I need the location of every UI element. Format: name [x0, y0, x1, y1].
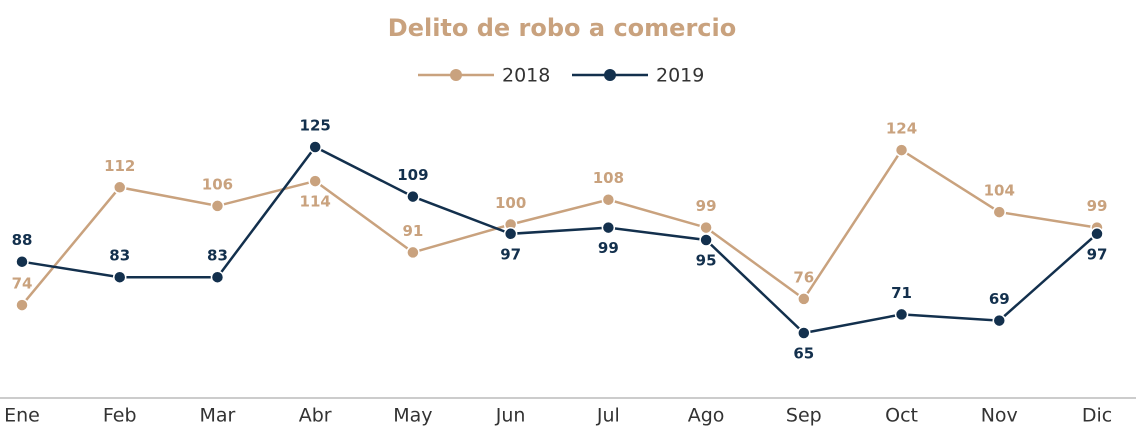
- series-line: [21, 145, 1098, 335]
- data-label: 76: [793, 268, 814, 286]
- data-point: [15, 254, 29, 269]
- data-point: [894, 143, 909, 157]
- x-tick-label: Dic: [1082, 405, 1112, 427]
- data-label: 100: [495, 194, 526, 212]
- data-label: 83: [109, 247, 130, 265]
- data-label: 83: [207, 247, 228, 265]
- data-point: [112, 180, 127, 195]
- data-label: 108: [593, 169, 624, 187]
- x-tick-label: Feb: [103, 405, 137, 427]
- data-label: 71: [891, 284, 912, 302]
- data-point: [210, 199, 225, 213]
- data-point: [112, 270, 127, 284]
- data-label: 99: [1087, 197, 1108, 215]
- x-tick-label: Abr: [299, 405, 332, 427]
- data-point: [210, 270, 225, 284]
- data-point: [797, 326, 811, 340]
- x-tick-label: Jun: [495, 405, 526, 427]
- x-tick-label: Ago: [688, 405, 725, 427]
- data-label: 104: [984, 182, 1015, 200]
- data-point: [308, 174, 322, 188]
- data-point: [1090, 227, 1104, 241]
- data-label: 91: [402, 222, 423, 240]
- x-tick-label: Oct: [885, 405, 918, 427]
- series-line: [21, 148, 1098, 306]
- data-point: [406, 245, 420, 260]
- data-label: 74: [12, 275, 33, 293]
- data-point: [699, 233, 713, 247]
- data-label: 125: [300, 117, 331, 135]
- data-label: 109: [397, 166, 428, 184]
- x-tick-label: Nov: [981, 405, 1018, 427]
- legend-marker: [604, 69, 616, 81]
- x-tick-label: May: [393, 405, 432, 427]
- data-point: [503, 227, 518, 241]
- data-point: [699, 220, 713, 235]
- x-tick-label: Jul: [596, 405, 620, 427]
- data-point: [15, 298, 29, 312]
- x-tick-label: Sep: [786, 405, 822, 427]
- data-point: [308, 140, 322, 154]
- data-label: 97: [1087, 245, 1108, 263]
- x-tick-label: Mar: [200, 405, 236, 427]
- legend-label: 2019: [656, 65, 704, 87]
- data-label: 69: [989, 290, 1010, 308]
- data-label: 106: [202, 175, 233, 193]
- data-label: 88: [12, 231, 33, 249]
- data-point: [601, 220, 616, 235]
- data-point: [992, 313, 1007, 328]
- data-label: 124: [886, 120, 917, 138]
- x-tick-label: Ene: [4, 405, 40, 427]
- data-point: [406, 189, 420, 204]
- data-label: 112: [104, 157, 135, 175]
- data-label: 65: [793, 345, 814, 363]
- chart-title: Delito de robo a comercio: [388, 14, 736, 42]
- data-point: [992, 205, 1007, 219]
- data-point: [601, 192, 616, 207]
- data-label: 97: [500, 245, 521, 263]
- data-label: 99: [598, 239, 619, 257]
- legend-label: 2018: [502, 65, 550, 87]
- data-point: [797, 292, 811, 306]
- data-label: 99: [696, 197, 717, 215]
- data-label: 114: [300, 193, 331, 211]
- legend-marker: [450, 69, 462, 81]
- data-point: [894, 307, 909, 322]
- data-label: 95: [696, 252, 717, 270]
